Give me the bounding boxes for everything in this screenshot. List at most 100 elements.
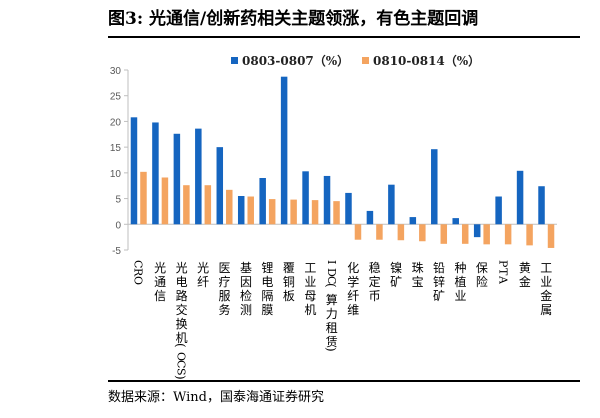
svg-text:金: 金 <box>519 274 531 289</box>
svg-text:矿: 矿 <box>433 289 445 303</box>
svg-text:): ) <box>174 375 188 380</box>
svg-text:隔: 隔 <box>261 289 273 303</box>
svg-text:锂: 锂 <box>261 260 273 275</box>
bar-series2-10 <box>354 224 362 240</box>
y-tick-label: 5 <box>115 195 121 206</box>
svg-text:算: 算 <box>326 292 338 307</box>
svg-text:因: 因 <box>240 275 252 289</box>
bar-series2-13 <box>419 224 426 242</box>
y-tick-label: -5 <box>112 246 121 257</box>
x-tick-label-15: 种植业 <box>454 261 466 303</box>
svg-text:保: 保 <box>476 261 488 275</box>
svg-text:O: O <box>132 276 145 285</box>
bar-series2-5 <box>247 196 254 225</box>
svg-text:镍: 镍 <box>390 261 402 275</box>
svg-text:黄: 黄 <box>519 261 531 275</box>
svg-text:种: 种 <box>454 261 466 275</box>
svg-text:矿: 矿 <box>390 275 402 289</box>
svg-text:测: 测 <box>240 303 252 317</box>
source-note: 数据来源：Wind，国泰海通证券研究 <box>108 390 324 405</box>
bar-series1-4 <box>216 147 224 225</box>
title-rule <box>108 36 580 38</box>
svg-text:C: C <box>325 276 338 284</box>
svg-text:疗: 疗 <box>219 275 231 289</box>
bar-series1-7 <box>280 76 288 225</box>
bar-series1-3 <box>195 128 202 225</box>
bar-series2-12 <box>397 224 405 241</box>
svg-text:(: ( <box>174 343 188 348</box>
bar-series2-19 <box>547 224 555 248</box>
svg-text:机: 机 <box>304 303 316 317</box>
bar-series1-18 <box>516 170 524 225</box>
svg-text:定: 定 <box>369 274 381 289</box>
bar-series1-9 <box>323 175 331 225</box>
svg-text:珠: 珠 <box>412 261 424 275</box>
bar-series2-4 <box>226 189 233 225</box>
svg-text:学: 学 <box>347 274 359 289</box>
svg-text:S: S <box>175 368 188 376</box>
svg-text:纤: 纤 <box>347 289 359 303</box>
x-tick-label-17: PTA <box>496 260 509 285</box>
svg-text:医: 医 <box>219 261 231 275</box>
legend-label-1: 0803-0807（%） <box>242 53 349 68</box>
chart-bars <box>130 76 555 248</box>
svg-text:植: 植 <box>454 274 466 289</box>
x-tick-label-13: 珠宝 <box>412 261 424 289</box>
svg-text:D: D <box>325 268 338 277</box>
svg-text:锌: 锌 <box>433 275 445 289</box>
svg-text:赁: 赁 <box>326 335 338 349</box>
svg-text:力: 力 <box>326 307 338 321</box>
bar-series1-15 <box>452 218 459 225</box>
svg-text:C: C <box>132 260 145 268</box>
x-tick-label-16: 保险 <box>476 261 488 289</box>
x-tick-label-3: 光纤 <box>197 261 209 289</box>
svg-text:属: 属 <box>540 303 552 317</box>
bar-series2-11 <box>376 224 383 240</box>
svg-text:C: C <box>175 360 188 368</box>
svg-text:母: 母 <box>304 289 316 303</box>
x-tick-label-14: 铅锌矿 <box>433 261 445 303</box>
bar-series1-0 <box>130 117 138 225</box>
x-tick-labels: CRO光通信光电路交换机(OCS)光纤医疗服务基因检测锂电隔膜覆铜板工业母机ID… <box>132 260 553 380</box>
svg-text:业: 业 <box>540 275 552 289</box>
bar-series1-17 <box>495 196 502 225</box>
svg-text:换: 换 <box>176 317 188 331</box>
svg-text:金: 金 <box>540 288 552 303</box>
svg-text:业: 业 <box>454 289 466 303</box>
svg-text:T: T <box>496 268 509 276</box>
x-tick-label-1: 光通信 <box>154 261 166 303</box>
svg-text:O: O <box>175 352 188 361</box>
svg-text:I: I <box>325 260 338 264</box>
bar-series1-12 <box>388 184 395 225</box>
svg-text:电: 电 <box>176 275 188 289</box>
y-tick-label: 20 <box>110 117 122 128</box>
bar-series2-14 <box>440 224 448 244</box>
legend-swatch-1 <box>231 57 238 64</box>
svg-text:光: 光 <box>197 261 209 275</box>
bar-series1-8 <box>302 171 309 225</box>
bar-series1-6 <box>259 178 266 225</box>
bar-series2-9 <box>333 201 340 225</box>
svg-text:服: 服 <box>219 289 231 303</box>
svg-text:膜: 膜 <box>261 303 273 317</box>
svg-text:): ) <box>324 347 338 352</box>
bar-series2-8 <box>311 200 319 225</box>
svg-text:R: R <box>132 268 145 277</box>
bar-series1-11 <box>366 210 374 225</box>
y-tick-label: 15 <box>110 143 122 154</box>
bar-series2-18 <box>526 224 533 246</box>
svg-text:电: 电 <box>261 275 273 289</box>
svg-text:A: A <box>496 275 509 285</box>
svg-text:基: 基 <box>240 261 252 275</box>
svg-text:(: ( <box>324 283 338 288</box>
svg-text:P: P <box>496 260 509 268</box>
svg-text:租: 租 <box>326 321 338 335</box>
bar-series2-15 <box>461 224 469 244</box>
